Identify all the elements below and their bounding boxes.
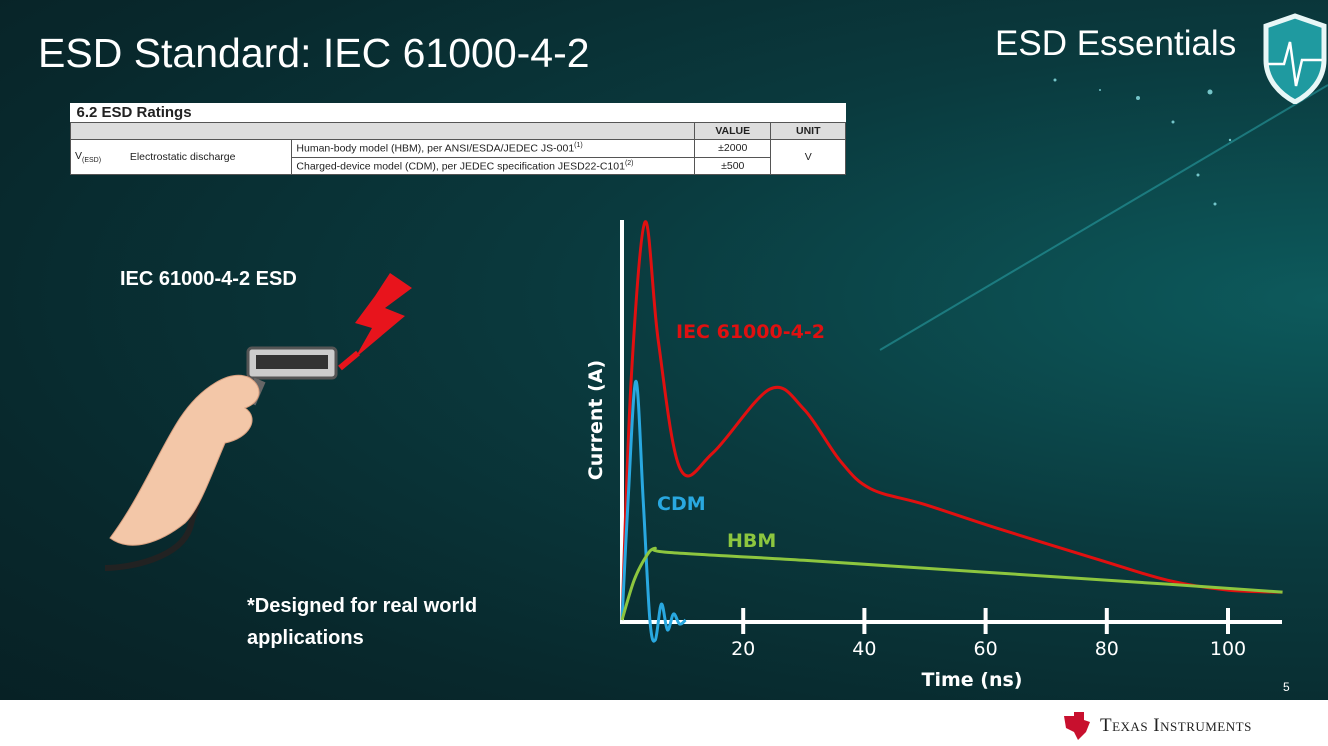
x-tick-label: 60 (974, 638, 998, 660)
hand-hdmi-illustration (104, 273, 412, 571)
brand-title: ESD Essentials (995, 24, 1237, 63)
slide-title: ESD Standard: IEC 61000-4-2 (38, 30, 590, 76)
hbm-condition: Human-body model (HBM), per ANSI/ESDA/JE… (291, 139, 695, 158)
x-axis-label: Time (ns) (922, 669, 1023, 691)
series-line-cdm (620, 379, 687, 643)
symbol-cell: V(ESD) (69, 139, 126, 175)
cdm-value: ±500 (693, 156, 772, 175)
header-value: VALUE (693, 122, 772, 140)
ti-wordmark: Texas Instruments (1100, 715, 1252, 736)
x-tick-label: 20 (731, 638, 755, 660)
shield-pulse-icon (1263, 13, 1327, 104)
header-unit: UNIT (770, 122, 846, 140)
unit-cell: V (770, 139, 846, 175)
hand (109, 374, 260, 546)
esd-ratings-table: 6.2 ESD Ratings VALUE UNIT V(ESD) Electr… (69, 103, 846, 175)
series-line-iec-61000-4-2 (620, 220, 1283, 621)
illustration-label: IEC 61000-4-2 ESD (120, 268, 297, 290)
series-label-cdm: CDM (657, 493, 706, 515)
x-tick-label: 80 (1095, 638, 1119, 660)
series-line-hbm (620, 546, 1283, 621)
x-tick-label: 100 (1210, 638, 1246, 660)
table-caption: 6.2 ESD Ratings (76, 104, 192, 121)
hbm-value: ±2000 (693, 139, 772, 158)
ti-logo: Texas Instruments (1062, 712, 1252, 740)
page-number: 5 (1283, 680, 1290, 694)
y-axis-label: Current (A) (585, 360, 607, 480)
header-blank (70, 122, 695, 140)
lightning-bolt-icon (355, 273, 412, 358)
real-world-note: *Designed for real world applications (247, 595, 478, 649)
cdm-condition: Charged-device model (CDM), per JEDEC sp… (291, 156, 695, 175)
series-label-iec: IEC 61000-4-2 (676, 321, 825, 343)
ti-logo-icon (1064, 712, 1090, 740)
series-label-hbm: HBM (727, 530, 776, 552)
x-tick-label: 40 (852, 638, 876, 660)
footer-bar (0, 700, 1328, 746)
parameter-cell: Electrostatic discharge (125, 139, 293, 175)
esd-waveform-chart: 20 40 60 80 100 Current (A) Time (ns) IEC 61… (585, 220, 1283, 691)
